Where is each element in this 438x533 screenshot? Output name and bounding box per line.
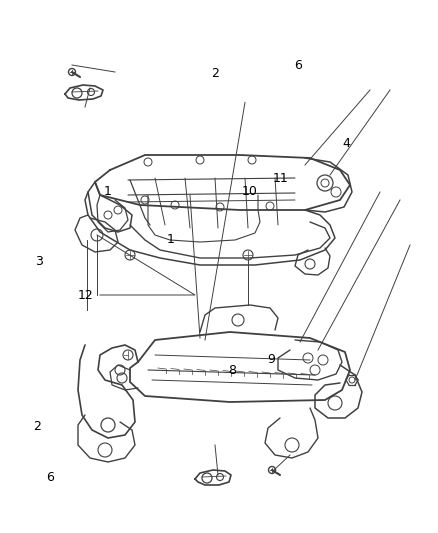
Text: 2: 2: [211, 67, 219, 80]
Text: 1: 1: [103, 185, 111, 198]
Text: 1: 1: [167, 233, 175, 246]
Text: 12: 12: [78, 289, 93, 302]
Text: 3: 3: [35, 255, 43, 268]
Text: 6: 6: [294, 59, 302, 71]
Text: 10: 10: [242, 185, 258, 198]
Text: 4: 4: [342, 138, 350, 150]
Text: 2: 2: [33, 420, 41, 433]
Text: 8: 8: [228, 364, 236, 377]
Text: 6: 6: [46, 471, 54, 483]
Text: 9: 9: [268, 353, 276, 366]
Text: 11: 11: [272, 172, 288, 185]
